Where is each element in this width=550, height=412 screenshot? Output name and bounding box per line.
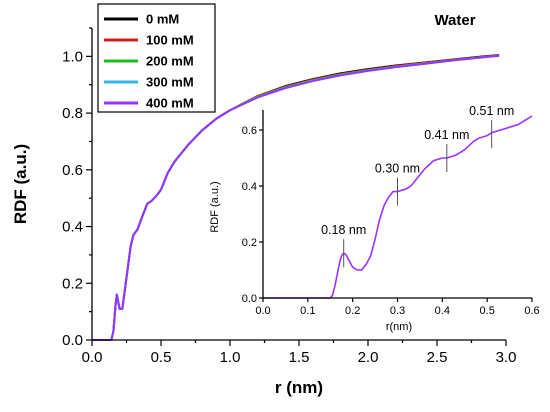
inset-x-tick-label: 0.5	[480, 305, 495, 317]
inset-series-line	[263, 115, 533, 299]
inset-x-axis-title: r(nm)	[386, 321, 412, 333]
x-tick-label: 2.0	[358, 349, 379, 366]
inset-y-tick-label: 0.2	[242, 237, 257, 249]
inset-plot: 0.0 0.1 0.2 0.3 0.4 0.5 0.6 0.0 0.2 0.4 0.6 r(nm) RD…	[209, 104, 540, 333]
inset-x-tick-label: 0.1	[300, 305, 315, 317]
x-tick-label: 1.5	[289, 349, 310, 366]
inset-y-tick-label: 0.4	[242, 181, 257, 193]
legend: 0 mM 100 mM 200 mM 300 mM 400 mM	[97, 3, 216, 113]
main-plot: 0.0 0.5 1.0 1.5 2.0 2.5 3.0 0.0 0.2 0.4 0.6 0.8 1.0 r…	[11, 12, 516, 397]
inset-x-tick-label: 0.0	[255, 305, 270, 317]
annotation-label: 0.51 nm	[469, 104, 514, 118]
x-tick-label: 1.0	[220, 349, 241, 366]
y-tick-label: 1.0	[62, 48, 83, 65]
y-tick-label: 0.0	[62, 332, 83, 349]
x-axis-title: r (nm)	[275, 378, 323, 397]
inset-x-tick-label: 0.3	[390, 305, 405, 317]
inset-x-tick-label: 0.2	[345, 305, 360, 317]
inset-y-tick-label: 0.6	[242, 125, 257, 137]
y-tick-label: 0.6	[62, 162, 83, 179]
legend-entry: 400 mM	[146, 96, 194, 111]
y-tick-label: 0.4	[62, 219, 83, 236]
legend-entry: 300 mM	[146, 75, 194, 90]
inset-background	[263, 110, 536, 298]
legend-box	[97, 3, 216, 113]
annotation-label: 0.18 nm	[321, 223, 366, 237]
annotation-label: 0.30 nm	[375, 162, 420, 176]
inset-y-tick-label: 0.0	[242, 293, 257, 305]
y-axis-title: RDF (a.u.)	[11, 144, 30, 224]
x-tick-label: 3.0	[496, 349, 517, 366]
legend-entry: 0 mM	[146, 12, 179, 27]
x-tick-label: 0.0	[82, 349, 103, 366]
legend-entry: 200 mM	[146, 54, 194, 69]
annotation-label: 0.41 nm	[424, 128, 469, 142]
x-tick-label: 0.5	[151, 349, 172, 366]
x-tick-label: 2.5	[427, 349, 448, 366]
chart-title: Water	[434, 12, 475, 29]
series-line-400-mm	[92, 54, 500, 341]
y-tick-label: 0.2	[62, 275, 83, 292]
legend-entry: 100 mM	[146, 33, 194, 48]
inset-y-axis-title: RDF (a.u.)	[209, 181, 221, 232]
inset-x-tick-label: 0.6	[524, 305, 539, 317]
inset-x-tick-label: 0.4	[435, 305, 450, 317]
y-tick-label: 0.8	[62, 105, 83, 122]
